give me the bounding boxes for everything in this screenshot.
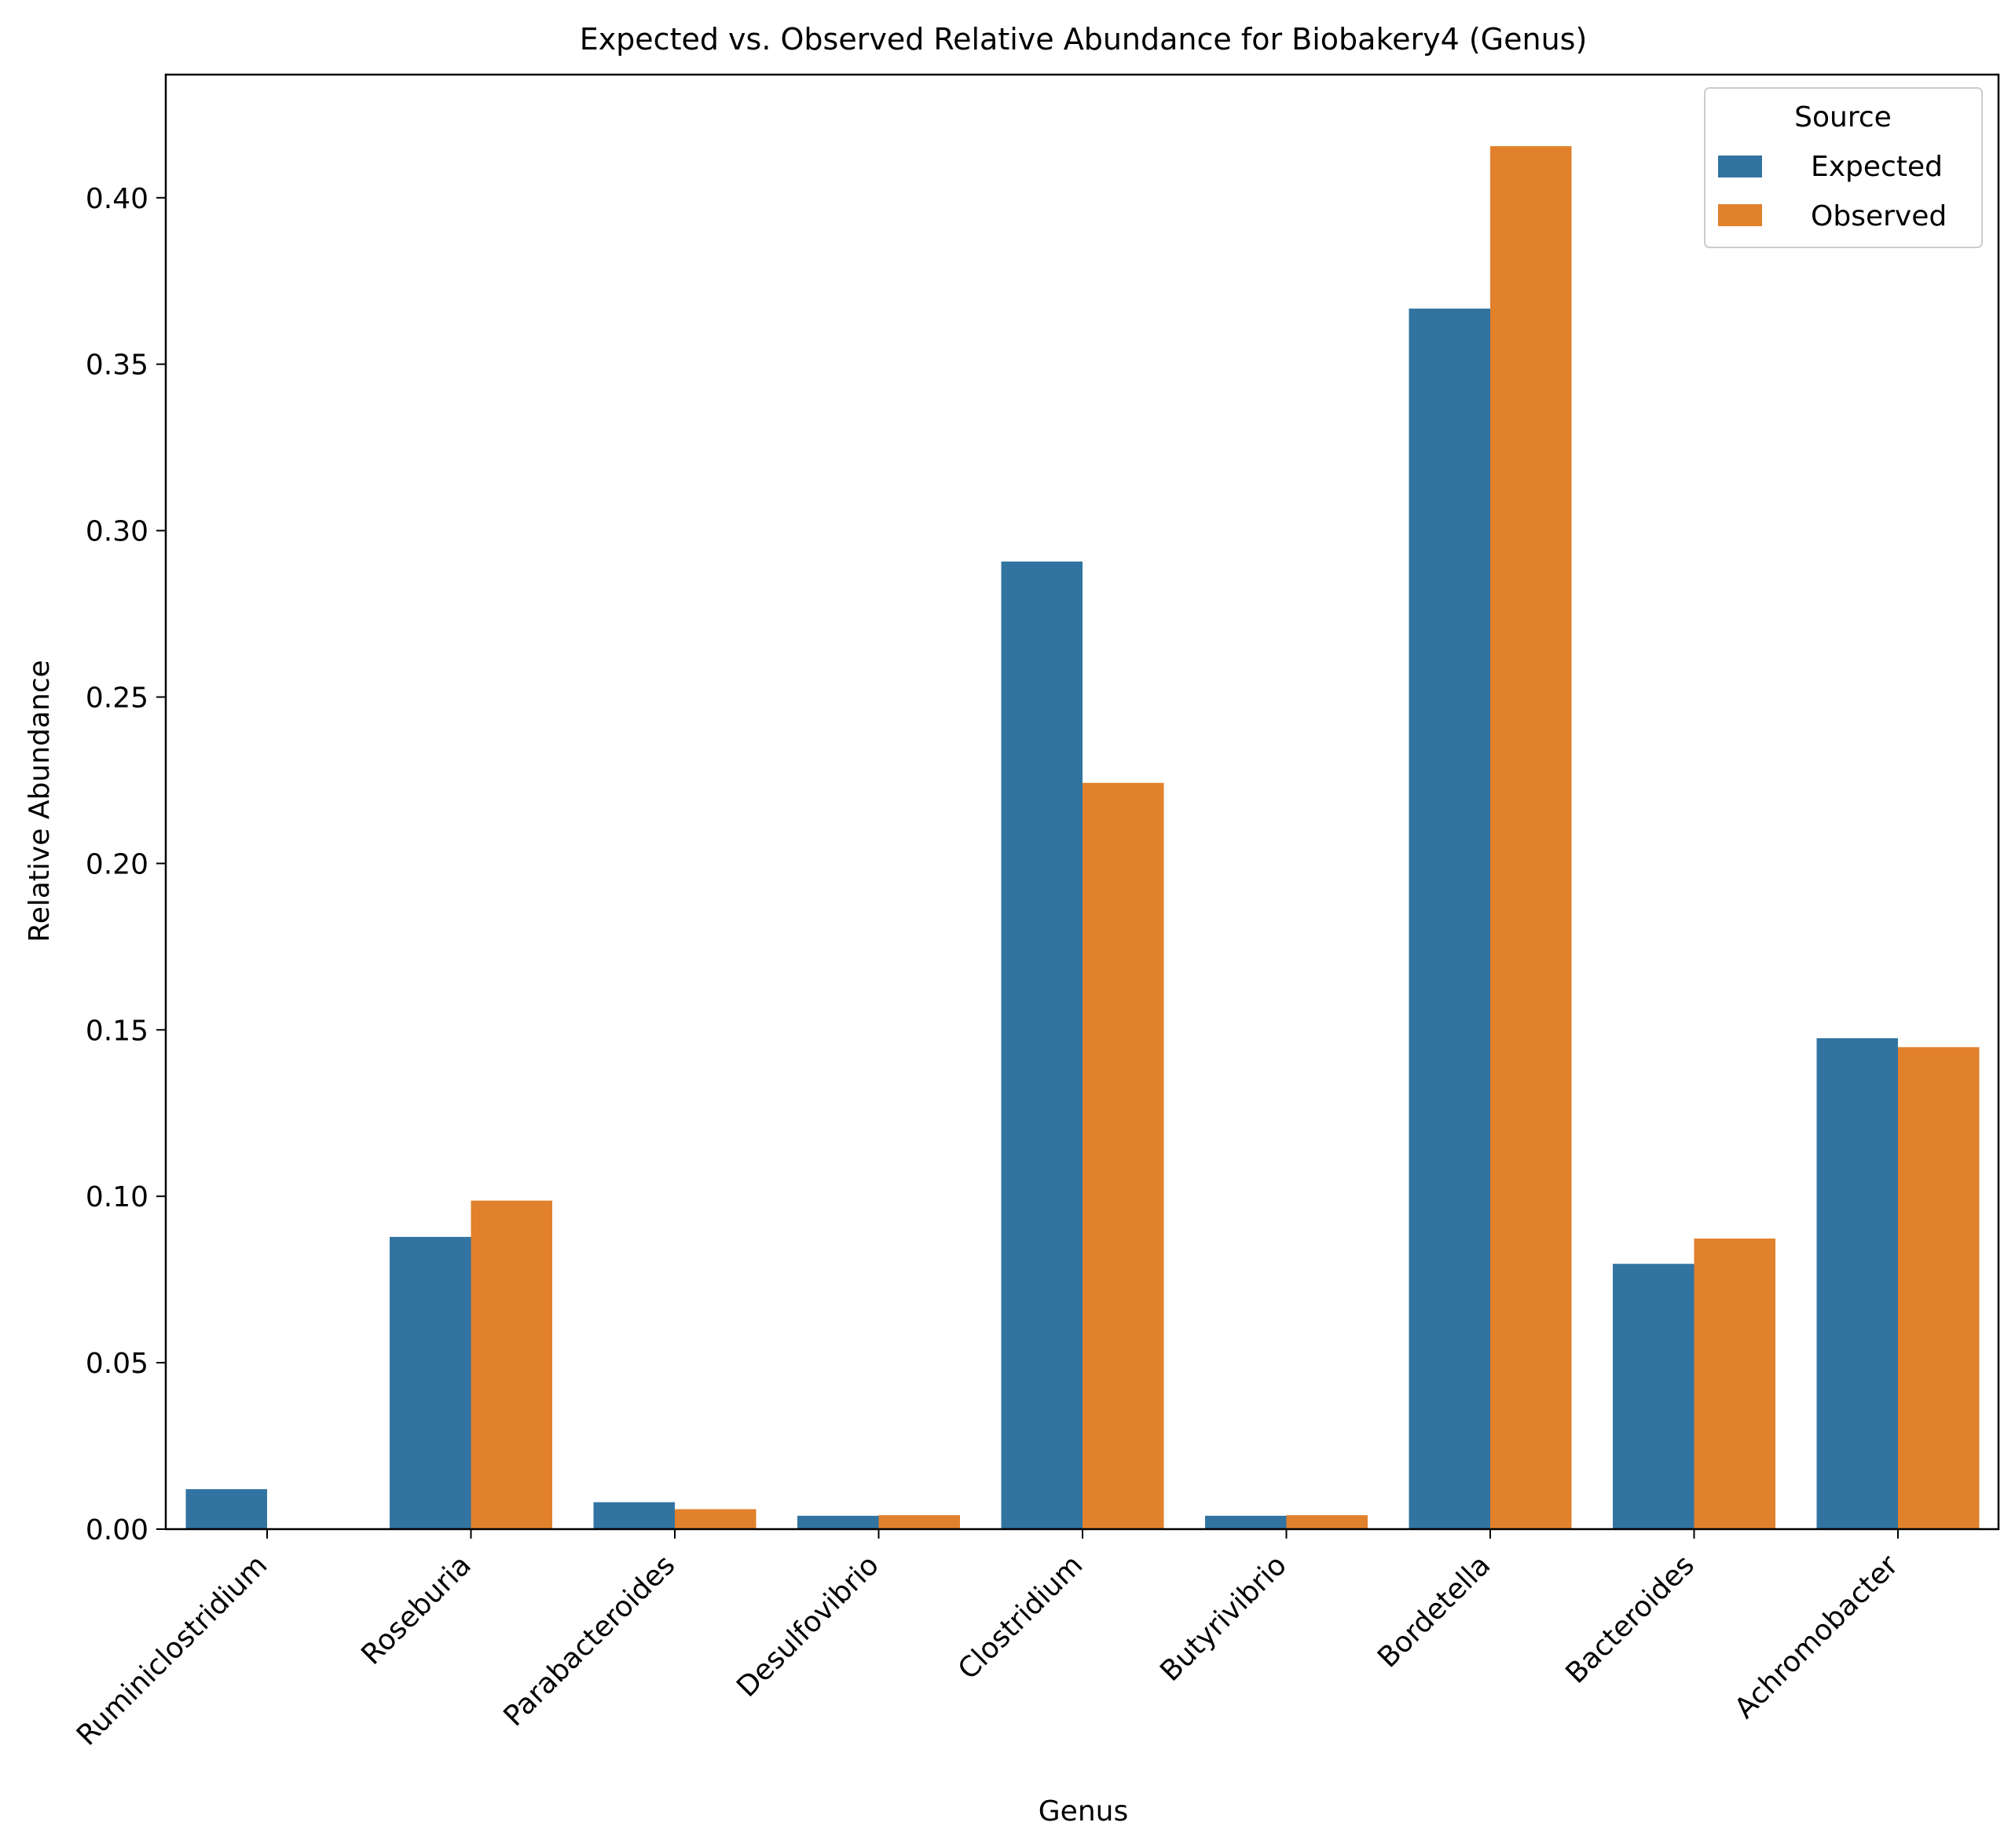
- bar-expected-butyrivibrio: [1205, 1516, 1287, 1529]
- y-axis-label: Relative Abundance: [24, 660, 56, 942]
- y-tick-label: 0.35: [86, 349, 148, 382]
- x-axis-label: Genus: [1039, 1795, 1128, 1828]
- x-tick-label: Butyrivibrio: [1154, 1549, 1293, 1688]
- x-tick-label: Bordetella: [1372, 1549, 1497, 1674]
- y-tick-label: 0.00: [86, 1514, 148, 1546]
- bar-expected-clostridium: [1001, 562, 1083, 1529]
- bar-observed-desulfovibrio: [878, 1515, 960, 1529]
- y-tick-label: 0.25: [86, 682, 148, 715]
- bar-expected-ruminiclostridium: [185, 1489, 267, 1529]
- bar-observed-bacteroides: [1694, 1239, 1775, 1529]
- y-tick-label: 0.40: [86, 183, 148, 215]
- y-ticks-group: 0.00 0.05 0.10 0.15 0.20 0.25 0.30 0.35 0.40: [86, 183, 166, 1546]
- bar-observed-parabacteroides: [675, 1509, 757, 1529]
- y-tick-label: 0.05: [86, 1348, 148, 1380]
- legend: Source Expected Observed: [1704, 87, 1983, 248]
- bar-observed-achromobacter: [1898, 1047, 1980, 1529]
- legend-swatch-expected: [1718, 156, 1762, 177]
- bar-observed-clostridium: [1083, 782, 1164, 1529]
- y-tick-label: 0.10: [86, 1181, 148, 1213]
- x-tick-label: Bacteroides: [1560, 1549, 1701, 1689]
- legend-label-expected: Expected: [1811, 151, 1943, 183]
- chart-title: Expected vs. Observed Relative Abundance…: [580, 22, 1588, 57]
- bar-expected-roseburia: [390, 1236, 471, 1529]
- x-tick-label: Ruminiclostridium: [71, 1549, 273, 1751]
- y-tick-label: 0.20: [86, 848, 148, 880]
- legend-title: Source: [1794, 101, 1892, 134]
- legend-label-observed: Observed: [1811, 200, 1947, 232]
- y-tick-label: 0.15: [86, 1015, 148, 1047]
- x-tick-label: Roseburia: [355, 1549, 477, 1671]
- bar-expected-bordetella: [1409, 308, 1490, 1529]
- plot-frame: [164, 73, 2000, 1531]
- bar-observed-roseburia: [471, 1200, 552, 1529]
- x-tick-label: Desulfovibrio: [731, 1549, 885, 1703]
- bar-expected-parabacteroides: [593, 1502, 675, 1529]
- bar-expected-desulfovibrio: [797, 1516, 879, 1529]
- y-tick-label: 0.30: [86, 516, 148, 548]
- bar-expected-bacteroides: [1613, 1264, 1694, 1529]
- x-tick-label: Achromobacter: [1729, 1549, 1905, 1725]
- x-ticks-group: Ruminiclostridium Roseburia Parabacteroide…: [71, 1529, 1904, 1752]
- bar-observed-bordetella: [1490, 146, 1572, 1530]
- bar-observed-butyrivibrio: [1286, 1515, 1368, 1529]
- x-tick-label: Parabacteroides: [497, 1549, 681, 1733]
- bar-expected-achromobacter: [1816, 1037, 1898, 1529]
- legend-frame: [1704, 87, 1983, 248]
- x-tick-label: Clostridium: [952, 1549, 1089, 1685]
- legend-swatch-observed: [1718, 204, 1762, 226]
- bars-group: [185, 146, 1980, 1530]
